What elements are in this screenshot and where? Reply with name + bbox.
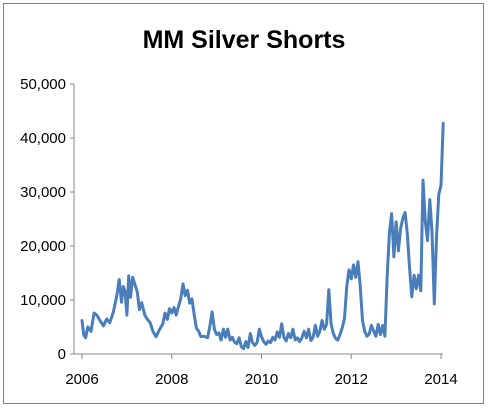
x-tick-label: 2012 — [335, 371, 368, 388]
x-tick-label: 2006 — [65, 371, 98, 388]
chart-title: MM Silver Shorts — [143, 26, 346, 54]
chart-frame — [3, 3, 484, 404]
y-ticks: 0 10,000 20,000 30,000 40,000 50,000 — [20, 76, 74, 363]
y-tick-label: 0 — [58, 346, 66, 363]
y-tick-label: 50,000 — [20, 76, 66, 93]
x-tick-label: 2008 — [155, 371, 188, 388]
y-tick-label: 30,000 — [20, 184, 66, 201]
y-tick-label: 10,000 — [20, 292, 66, 309]
y-tick-label: 20,000 — [20, 238, 66, 255]
series-layer — [80, 121, 445, 351]
x-tick-label: 2010 — [245, 371, 278, 388]
y-tick-label: 40,000 — [20, 130, 66, 147]
x-ticks: 2006 2008 2010 2012 2014 — [65, 354, 458, 388]
x-tick-label: 2014 — [424, 371, 457, 388]
series-line-0 — [80, 121, 445, 351]
